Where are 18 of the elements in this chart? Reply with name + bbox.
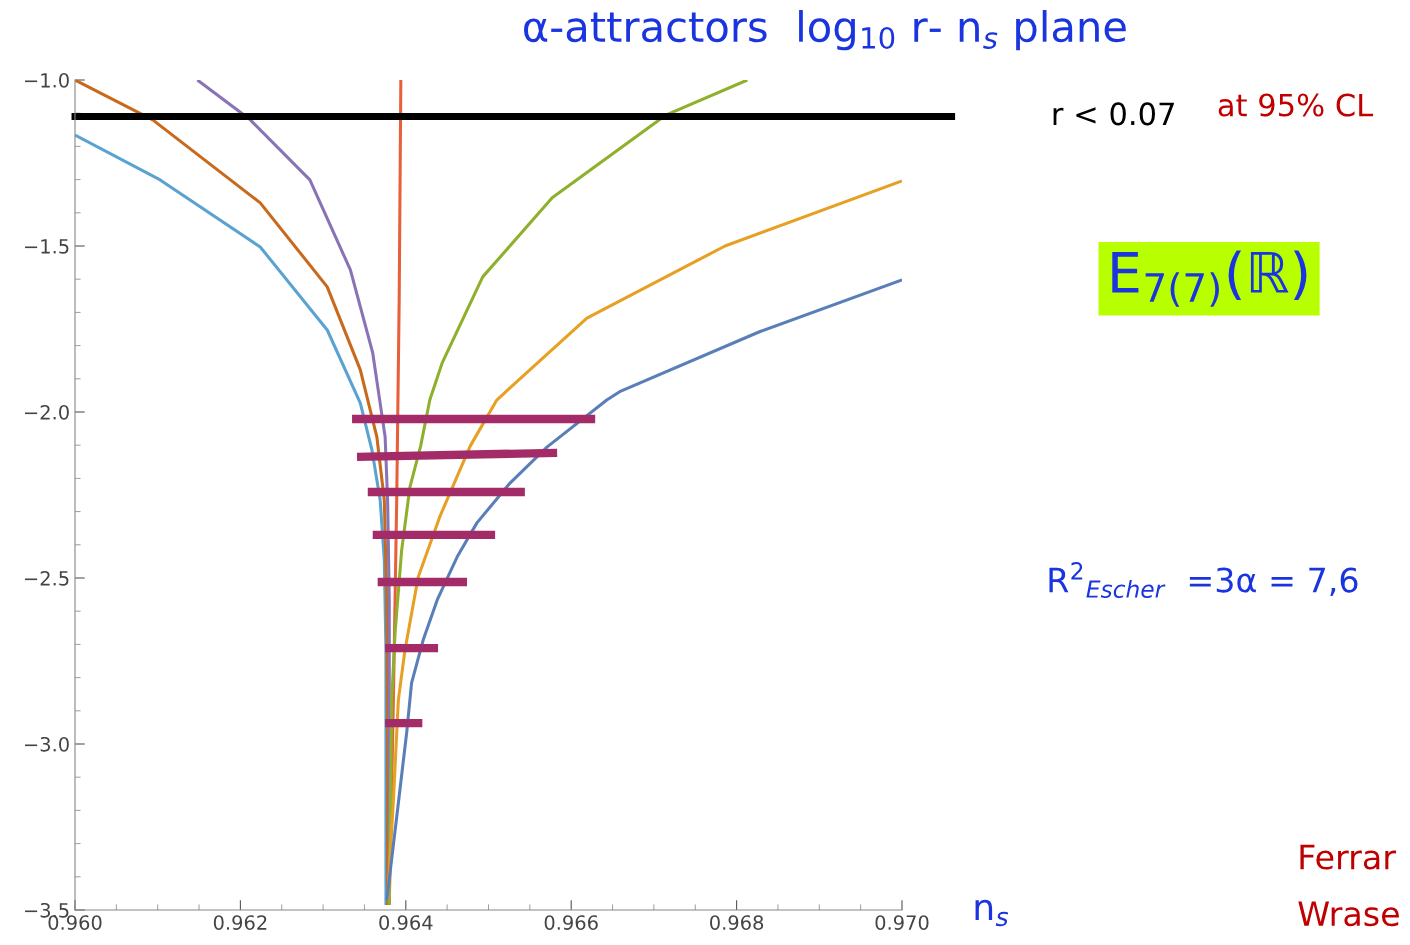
y-tick-label: −3.0 bbox=[24, 736, 69, 752]
x-tick-label: 0.964 bbox=[379, 915, 433, 930]
chart-title: α-attractors log$_{10}$ r- n$_{s}$ plane bbox=[524, 10, 1126, 51]
text: E$_{7(7)}$(ℝ) bbox=[1112, 250, 1307, 307]
x-tick-label: 0.970 bbox=[875, 915, 929, 930]
y-tick-label: −1.0 bbox=[24, 72, 69, 88]
y-tick-label: −2.0 bbox=[24, 404, 69, 420]
x-axis-title: n$_{s}$ bbox=[975, 899, 1009, 927]
text: at 95% CL bbox=[1218, 93, 1374, 117]
x-tick-label: 0.966 bbox=[544, 915, 598, 930]
y-tick-label: −2.5 bbox=[24, 570, 69, 586]
ref-line-label: r < 0.07 bbox=[1053, 102, 1174, 126]
text: Ferrar bbox=[1300, 844, 1396, 870]
x-tick-label: 0.968 bbox=[710, 915, 764, 930]
text: R$^{2}$$_{Escher}$ =3α = 7,6 bbox=[1049, 562, 1358, 598]
text: Wrase bbox=[1298, 901, 1399, 927]
y-tick-label: −1.5 bbox=[24, 239, 69, 254]
x-tick-label: 0.962 bbox=[213, 915, 267, 930]
